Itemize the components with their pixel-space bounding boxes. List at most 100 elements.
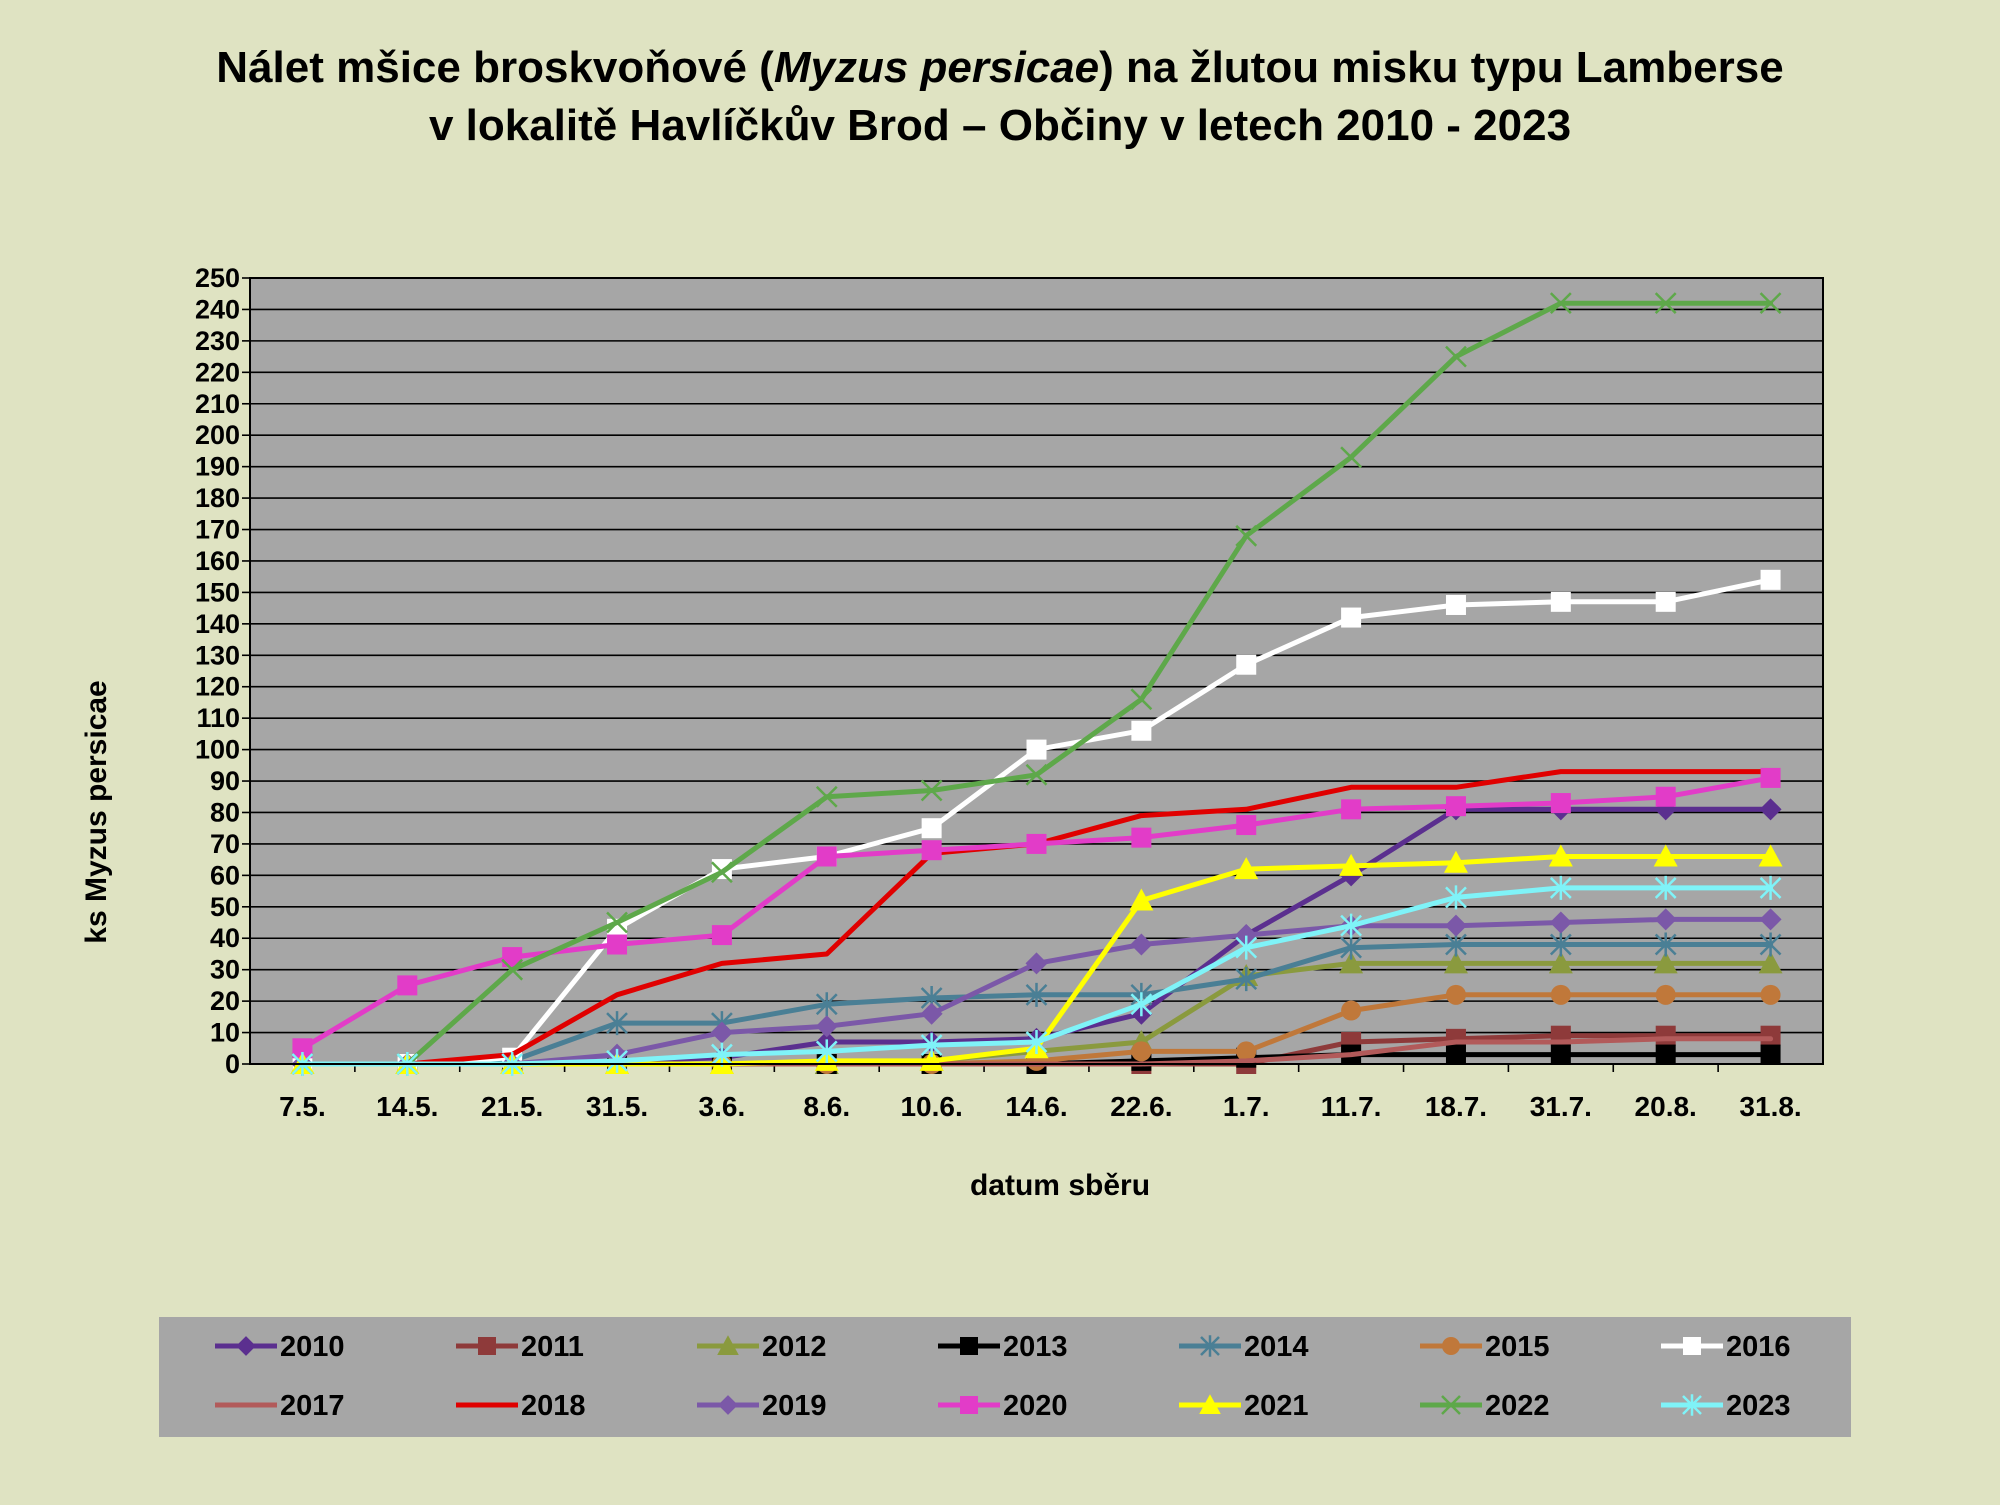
legend-label: 2010	[280, 1331, 345, 1363]
data-point-2022	[711, 861, 733, 884]
data-point-2023	[1235, 935, 1258, 960]
legend-item-2017: 2017	[215, 1390, 345, 1422]
legend-item-2014: 2014	[1179, 1331, 1309, 1363]
data-point-2016	[921, 818, 942, 839]
data-point-2020	[711, 925, 732, 946]
legend-swatch-marker	[478, 1337, 496, 1355]
data-point-2020	[1341, 799, 1362, 820]
legend-label: 2022	[1485, 1390, 1550, 1422]
x-tick-label: 1.7.	[1223, 1091, 1270, 1122]
data-point-2022	[1235, 524, 1258, 547]
legend-swatch-marker	[1683, 1337, 1701, 1355]
data-point-2022	[920, 779, 943, 802]
data-point-2023	[1549, 875, 1572, 900]
data-point-2023	[1340, 913, 1362, 938]
data-point-2022	[1445, 345, 1467, 368]
data-point-2016	[1655, 591, 1676, 612]
legend-label: 2018	[521, 1390, 586, 1422]
y-tick-label: 20	[210, 986, 240, 1016]
data-point-2023	[1445, 885, 1467, 910]
x-axis-label: datum sběru	[970, 1169, 1150, 1202]
y-tick-label: 70	[210, 829, 240, 859]
y-tick-label: 190	[195, 452, 240, 482]
x-tick-label: 18.7.	[1425, 1091, 1487, 1122]
data-point-2019	[710, 1021, 733, 1044]
data-point-2012	[1653, 951, 1678, 974]
data-point-2019	[815, 1015, 838, 1038]
data-point-2022	[1759, 292, 1782, 315]
x-tick-label: 31.7.	[1530, 1091, 1592, 1122]
legend-item-2010: 2010	[215, 1331, 345, 1363]
data-point-2023	[1654, 875, 1677, 900]
data-point-2022	[1130, 688, 1153, 711]
data-point-2019	[1549, 911, 1572, 934]
data-point-2020	[1550, 793, 1571, 814]
legend-label: 2011	[521, 1331, 584, 1363]
data-point-2014	[1654, 932, 1677, 957]
legend-item-2016: 2016	[1661, 1331, 1791, 1363]
legend-label: 2017	[280, 1390, 345, 1422]
data-point-2012	[1548, 951, 1573, 974]
series-2023	[291, 875, 1782, 1076]
data-point-2015	[1445, 984, 1466, 1005]
legend-label: 2019	[762, 1390, 827, 1422]
data-point-2015	[1655, 984, 1676, 1005]
y-tick-label: 250	[195, 263, 240, 293]
data-point-2021	[1758, 844, 1783, 867]
data-point-2014	[1759, 932, 1782, 957]
x-tick-label: 14.6.	[1005, 1091, 1067, 1122]
legend-label: 2012	[762, 1331, 827, 1363]
data-point-2016	[1341, 607, 1362, 628]
data-point-2020	[816, 846, 837, 867]
y-tick-label: 170	[195, 515, 240, 545]
data-point-2021	[1548, 844, 1573, 867]
legend-item-2019: 2019	[697, 1390, 827, 1422]
data-point-2019	[1444, 914, 1467, 937]
y-tick-label: 220	[195, 357, 240, 387]
data-point-2020	[1445, 796, 1466, 817]
data-point-2010	[1759, 798, 1782, 821]
data-point-2023	[920, 1033, 943, 1058]
chart-title-italic: Myzus persicae	[774, 43, 1099, 92]
legend-swatch-marker	[718, 1395, 738, 1415]
legend-label: 2023	[1726, 1390, 1791, 1422]
y-tick-label: 80	[210, 797, 240, 827]
data-point-2020	[1760, 767, 1781, 788]
legend-item-2011: 2011	[456, 1331, 584, 1363]
data-point-2019	[920, 1002, 943, 1025]
y-tick-label: 210	[195, 389, 240, 419]
data-point-2023	[1759, 875, 1782, 900]
data-point-2012	[1443, 951, 1468, 974]
data-point-2022	[1340, 446, 1362, 469]
data-point-2023	[711, 1042, 733, 1067]
y-tick-label: 60	[210, 860, 240, 890]
legend-swatch-marker	[1441, 1395, 1461, 1415]
x-tick-label: 31.5.	[586, 1091, 648, 1122]
data-point-2019	[1759, 908, 1782, 931]
data-point-2016	[1445, 594, 1466, 615]
data-point-2021	[1339, 853, 1364, 876]
y-tick-label: 200	[195, 420, 240, 450]
data-point-2015	[1236, 1041, 1257, 1062]
legend-label: 2021	[1244, 1390, 1309, 1422]
data-point-2019	[1025, 952, 1048, 975]
x-tick-label: 7.5.	[279, 1091, 326, 1122]
data-point-2014	[1549, 932, 1572, 957]
data-point-2022	[1549, 292, 1572, 315]
legend-swatch-marker	[1442, 1337, 1460, 1355]
data-point-2015	[1131, 1041, 1152, 1062]
data-point-2020	[292, 1038, 313, 1059]
data-point-2015	[1341, 1000, 1362, 1021]
chart-title-post: ) na žlutou misku typu Lamberse	[1099, 43, 1784, 92]
x-tick-label: 3.6.	[699, 1091, 746, 1122]
data-point-2016	[1026, 739, 1047, 760]
data-point-2019	[1654, 908, 1677, 931]
data-point-2020	[1026, 833, 1047, 854]
legend-swatch-marker	[236, 1336, 256, 1356]
y-tick-label: 30	[210, 955, 240, 985]
y-tick-label: 240	[195, 294, 240, 324]
data-point-2014	[1340, 935, 1362, 960]
data-point-2020	[502, 947, 523, 968]
